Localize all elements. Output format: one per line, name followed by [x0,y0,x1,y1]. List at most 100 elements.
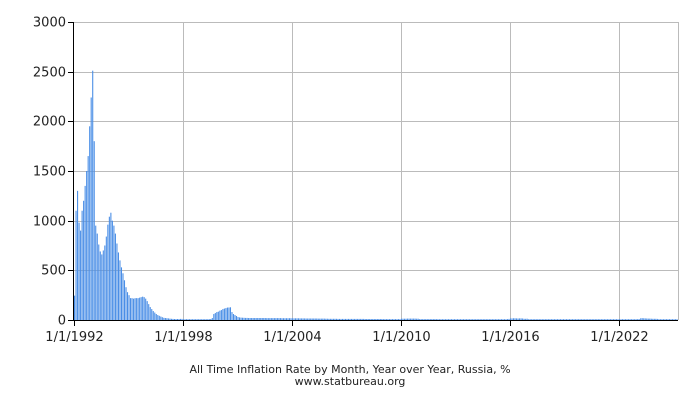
bar [478,319,480,320]
bar [466,319,468,320]
bar [603,319,605,320]
bar [449,319,451,320]
bar [400,318,403,320]
bar [87,156,89,320]
bar [195,319,197,320]
bar [369,319,371,320]
bar [213,314,215,320]
bar [411,318,413,320]
bar [149,307,151,320]
bar [541,319,543,320]
bar [522,318,524,320]
bar [355,318,357,320]
bar [416,318,418,320]
bar [600,319,602,320]
bar [500,319,502,320]
bar [405,318,407,320]
bar [92,70,94,320]
bar [154,312,156,320]
bar [649,318,651,320]
bar [472,319,474,320]
bar [529,319,531,320]
bar [347,318,350,320]
bar [89,126,91,320]
bar [272,318,274,320]
bar [74,295,76,320]
bar [360,318,362,320]
bar [631,319,633,320]
bar [344,318,347,320]
y-tick-label: 3000 [33,16,66,31]
bar [543,319,545,320]
bar [317,318,319,320]
bar [219,310,221,320]
bar [475,319,477,320]
bar [602,319,604,320]
bar [207,319,209,320]
bar [325,318,327,320]
bar [222,309,224,320]
bar [553,319,555,320]
bar [307,318,309,320]
bar [186,319,188,320]
bar [373,319,375,320]
bar [641,318,643,320]
bar [384,319,386,320]
bar [151,309,153,320]
bar [199,319,201,320]
bar [582,319,584,320]
bar [93,141,95,320]
bar [214,313,216,320]
bar [208,319,210,320]
bar [634,319,636,320]
bar [514,318,516,320]
bar [258,318,260,320]
bar [431,319,433,320]
bar [125,287,127,320]
bar [608,319,610,320]
bar [261,318,263,320]
bar [282,318,284,320]
bar [420,319,422,320]
bar [123,280,126,320]
bar [537,319,539,320]
bar [75,210,77,320]
bar [594,319,596,320]
bar [464,319,466,320]
bar [343,318,345,320]
bar [164,318,166,320]
bar [667,319,669,320]
bar [320,318,322,320]
bar [313,318,315,320]
bar [390,319,392,320]
bar [273,318,275,320]
bar [425,319,427,320]
bar [105,236,107,320]
bar [287,318,289,320]
bar [290,318,292,320]
bar [617,319,619,320]
bar [635,319,637,320]
bar [232,314,235,320]
bar [260,318,262,320]
bar [257,318,259,320]
bar [497,319,499,320]
bar [357,318,359,320]
bar [428,319,430,320]
bar [569,319,571,320]
bar [251,318,253,320]
bar [302,318,304,320]
bar [299,318,301,320]
bar [532,319,534,320]
bar [558,319,560,320]
bar [78,222,80,320]
bar [559,319,562,320]
bar [573,319,575,320]
bar [196,319,198,320]
bar [231,312,233,320]
bar [120,267,123,320]
bar [155,314,157,320]
bar [354,318,356,320]
bar [606,319,608,320]
